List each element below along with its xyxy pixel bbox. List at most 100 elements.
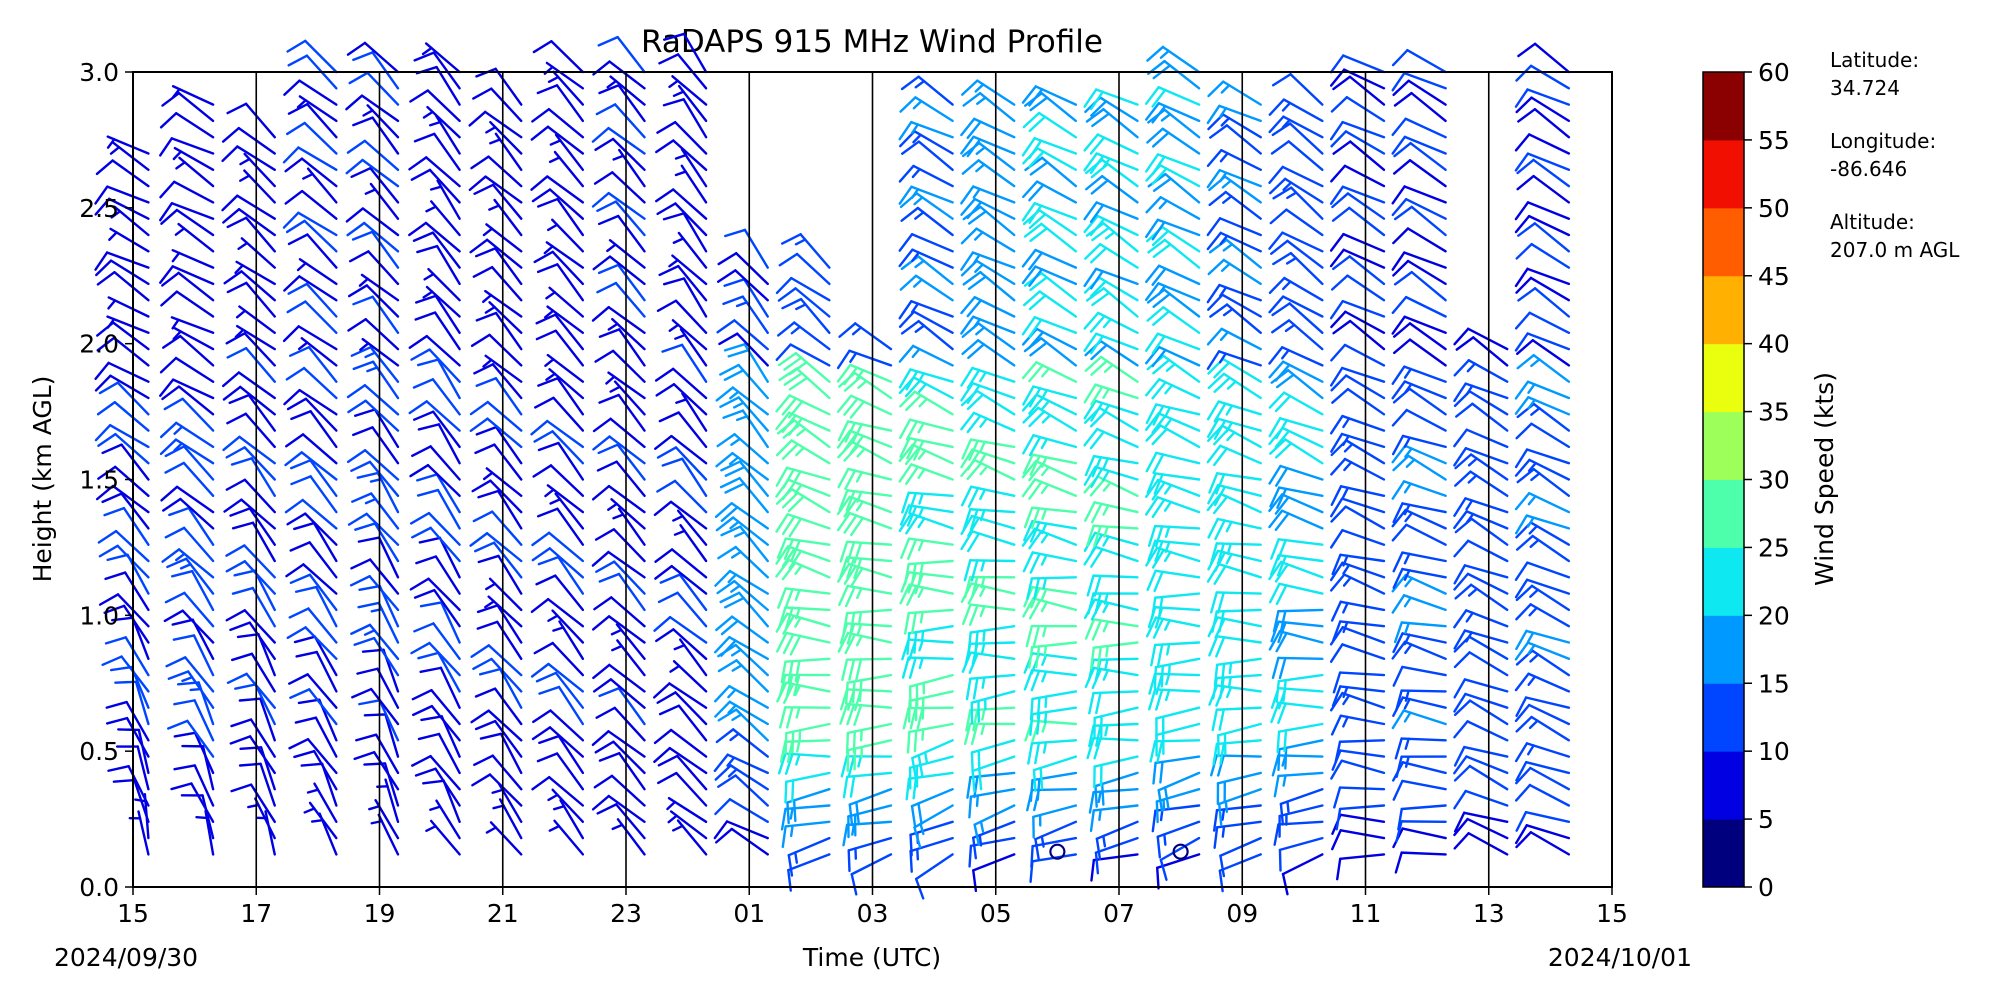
wind-barb <box>775 411 831 436</box>
wind-barb <box>229 735 276 775</box>
wind-barb <box>413 588 461 628</box>
wind-barb <box>117 728 150 775</box>
y-tick-label: 0.0 <box>79 873 119 902</box>
wind-barb <box>538 685 585 726</box>
colorbar-segment <box>1703 683 1744 752</box>
calm-wind-marker <box>1172 843 1189 860</box>
wind-barb <box>302 167 338 204</box>
wind-barb <box>1453 755 1509 775</box>
wind-barb <box>108 227 150 253</box>
wind-barb <box>1453 609 1509 629</box>
wind-barb <box>537 377 585 416</box>
wind-barb <box>668 319 708 351</box>
colorbar-tick-label: 35 <box>1758 398 1790 427</box>
wind-barb <box>1084 243 1139 269</box>
wind-barb <box>963 575 1016 599</box>
wind-barb <box>347 399 400 432</box>
wind-barb <box>1514 703 1571 726</box>
wind-barb <box>1453 564 1509 585</box>
wind-barb <box>172 146 215 172</box>
wind-barb <box>1515 760 1571 782</box>
wind-barb <box>408 334 461 367</box>
wind-barb <box>778 706 831 729</box>
wind-barb <box>1029 690 1078 721</box>
wind-barb <box>839 702 893 726</box>
wind-barb <box>1146 306 1201 334</box>
wind-barb <box>1144 282 1201 302</box>
wind-barb <box>408 156 461 188</box>
wind-barb <box>1145 345 1201 368</box>
wind-barb <box>714 700 769 726</box>
colorbar-segment <box>1703 275 1744 345</box>
wind-barb <box>1145 546 1201 569</box>
wind-barb <box>549 492 585 530</box>
wind-barb <box>1088 722 1139 748</box>
wind-barb <box>101 492 150 530</box>
wind-barb <box>112 778 150 823</box>
wind-barb <box>595 560 646 595</box>
wind-barb <box>838 371 893 400</box>
wind-barb <box>598 687 646 726</box>
wind-barb <box>1022 290 1078 318</box>
wind-barb <box>717 659 769 693</box>
wind-barb <box>1145 332 1201 355</box>
wind-barb <box>167 670 215 709</box>
wind-barb <box>1206 444 1262 467</box>
wind-barb <box>477 489 523 530</box>
wind-barb <box>903 559 954 586</box>
wind-barb <box>411 689 461 726</box>
wind-barb <box>1206 168 1262 189</box>
wind-barb <box>1516 174 1571 204</box>
wind-barb <box>1023 652 1078 675</box>
wind-barb <box>408 221 461 253</box>
wind-barb <box>1515 766 1571 791</box>
wind-barb <box>1395 820 1447 843</box>
wind-barb <box>653 746 708 775</box>
wind-barb <box>160 290 215 318</box>
wind-barb <box>288 607 338 644</box>
wind-barb <box>655 383 708 416</box>
wind-barb <box>1453 811 1509 833</box>
wind-barb <box>354 408 400 449</box>
wind-barb <box>1455 402 1509 432</box>
wind-barb <box>1453 539 1509 563</box>
colorbar-segment <box>1703 547 1744 616</box>
wind-barb <box>239 152 276 188</box>
wind-barb <box>596 803 646 840</box>
wind-barb <box>1085 174 1139 204</box>
colorbar-segment <box>1703 479 1744 548</box>
wind-barb <box>1083 152 1139 175</box>
wind-barb <box>1084 501 1139 524</box>
wind-barb <box>1329 691 1386 712</box>
wind-barb <box>350 558 400 595</box>
wind-barb <box>159 137 215 157</box>
wind-barb <box>1268 276 1324 302</box>
wind-barb <box>413 622 461 660</box>
wind-barb <box>409 463 461 497</box>
colorbar-segment <box>1703 819 1744 888</box>
wind-barb <box>595 103 646 139</box>
wind-barb <box>596 281 646 318</box>
wind-barb <box>960 251 1016 271</box>
x-tick-label: 17 <box>240 899 272 928</box>
wind-barb <box>1021 248 1078 271</box>
wind-barb <box>1023 222 1078 253</box>
latitude-label: Latitude: <box>1830 48 1919 72</box>
wind-barb <box>899 274 954 302</box>
wind-barb <box>960 514 1016 538</box>
wind-barb <box>411 526 461 563</box>
wind-barb <box>1391 135 1447 155</box>
wind-barb <box>777 587 831 610</box>
wind-barb <box>1394 737 1447 760</box>
wind-barb <box>1514 561 1571 581</box>
wind-barb <box>597 263 646 302</box>
wind-barb <box>1094 836 1139 875</box>
wind-barb <box>94 361 150 383</box>
wind-barb <box>836 363 893 386</box>
wind-barb <box>1032 804 1078 839</box>
wind-barb <box>1453 572 1509 595</box>
wind-barb <box>105 700 150 742</box>
wind-barb <box>1029 771 1078 802</box>
wind-barb <box>346 384 400 416</box>
wind-barb <box>230 783 276 823</box>
